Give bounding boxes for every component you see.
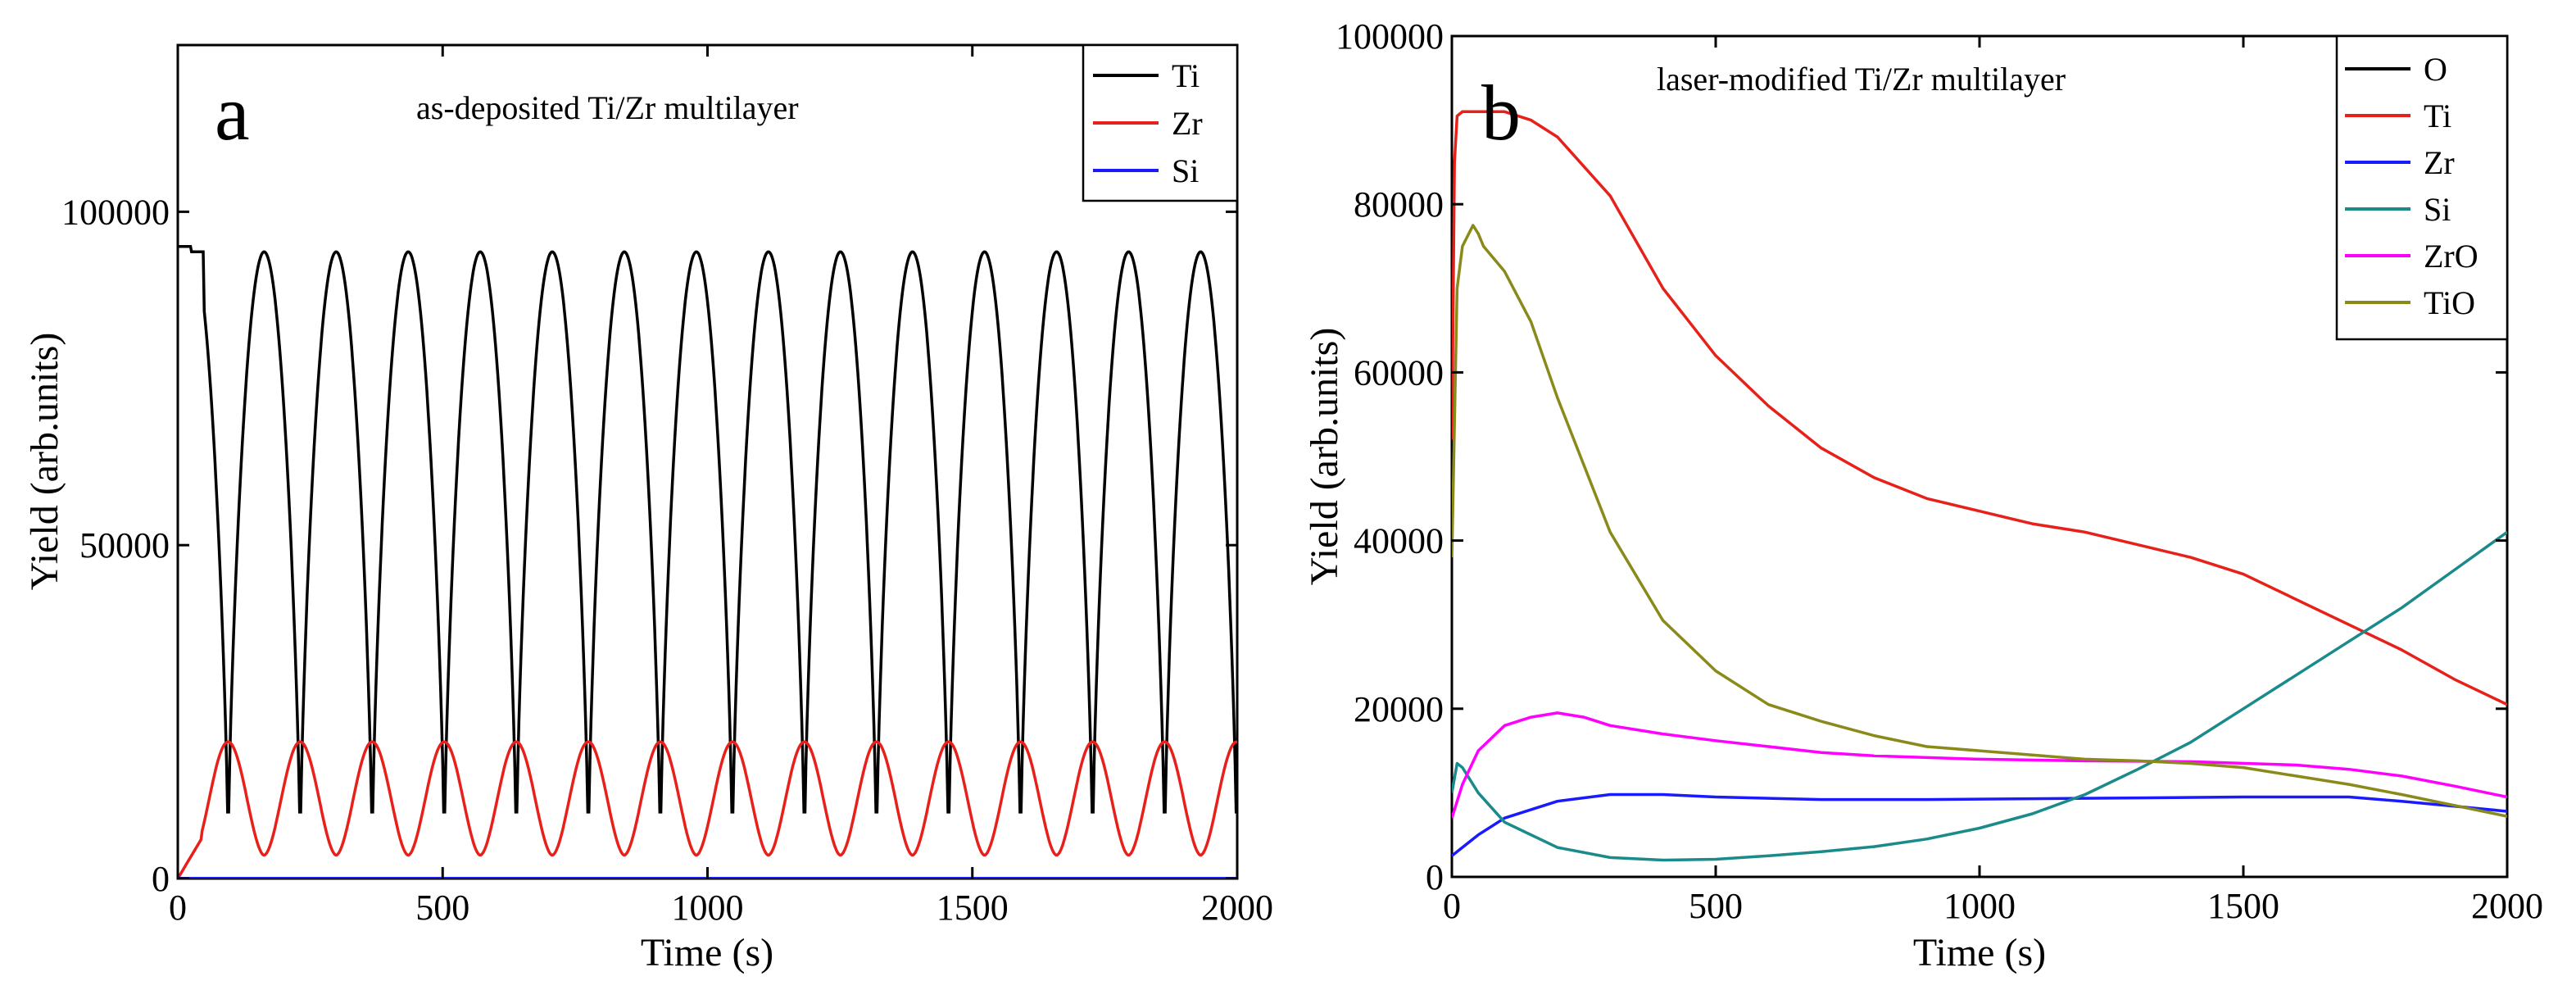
legend-label-zro: ZrO xyxy=(2424,238,2478,275)
chart-title: as-deposited Ti/Zr multilayer xyxy=(416,89,799,126)
y-tick-label: 20000 xyxy=(1354,689,1444,729)
y-axis-title: Yield (arb.units) xyxy=(1303,328,1346,586)
panel-label: b xyxy=(1481,69,1521,157)
panel-label: a xyxy=(215,69,250,157)
y-tick-label: 80000 xyxy=(1354,184,1444,225)
legend-label-ti: Ti xyxy=(1172,57,1200,94)
x-tick-label: 0 xyxy=(1443,886,1461,926)
x-axis-title: Time (s) xyxy=(1913,931,2046,974)
panel-b-chart: 0 500 1000 1500 2000020000400006000080000100… xyxy=(1303,16,2543,974)
legend: Ti Zr Si xyxy=(1082,43,1239,202)
series-line-zr xyxy=(1452,792,2507,857)
x-tick-label: 1000 xyxy=(672,888,744,928)
legend-label-si: Si xyxy=(2424,191,2451,228)
legend-label-tio: TiO xyxy=(2424,284,2475,321)
x-tick-label: 500 xyxy=(415,888,469,928)
legend-label-zr: Zr xyxy=(1172,105,1203,142)
panel-a-chart: 0 500 1000 1500 2000 0 50000 100000 a as-deposi… xyxy=(23,43,1273,974)
series-line-si xyxy=(1452,530,2507,862)
chart-title: laser-modified Ti/Zr multilayer xyxy=(1657,61,2066,98)
x-tick-label: 2000 xyxy=(1201,888,1273,928)
x-tick-label: 1000 xyxy=(1943,886,2016,926)
x-axis-title: Time (s) xyxy=(641,931,773,974)
y-tick-label: 0 xyxy=(152,859,170,899)
y-tick-label: 100000 xyxy=(61,192,170,232)
y-tick-label: 50000 xyxy=(79,525,170,565)
legend-box xyxy=(2335,34,2509,341)
series-line-ti xyxy=(1452,110,2507,706)
x-tick-label: 0 xyxy=(169,888,187,928)
y-tick-label: 40000 xyxy=(1354,521,1444,561)
series-line-ti xyxy=(178,244,1237,814)
y-tick-label: 100000 xyxy=(1336,16,1444,57)
x-tick-label: 500 xyxy=(1689,886,1743,926)
legend-label-o: O xyxy=(2424,51,2447,88)
y-tick-label: 60000 xyxy=(1354,352,1444,393)
series-line-zr xyxy=(178,740,1237,879)
legend-label-ti: Ti xyxy=(2424,98,2451,134)
x-tick-label: 1500 xyxy=(2207,886,2279,926)
y-tick-label: 0 xyxy=(1426,857,1444,897)
series-line-tio xyxy=(1452,224,2507,818)
series-line-zro xyxy=(1452,711,2507,819)
legend-label-zr: Zr xyxy=(2424,144,2455,181)
legend: O Ti Zr Si ZrO TiO xyxy=(2335,34,2509,341)
x-tick-label: 2000 xyxy=(2471,886,2543,926)
y-axis-title: Yield (arb.units) xyxy=(23,333,66,591)
legend-label-si: Si xyxy=(1172,152,1199,189)
x-tick-label: 1500 xyxy=(937,888,1009,928)
